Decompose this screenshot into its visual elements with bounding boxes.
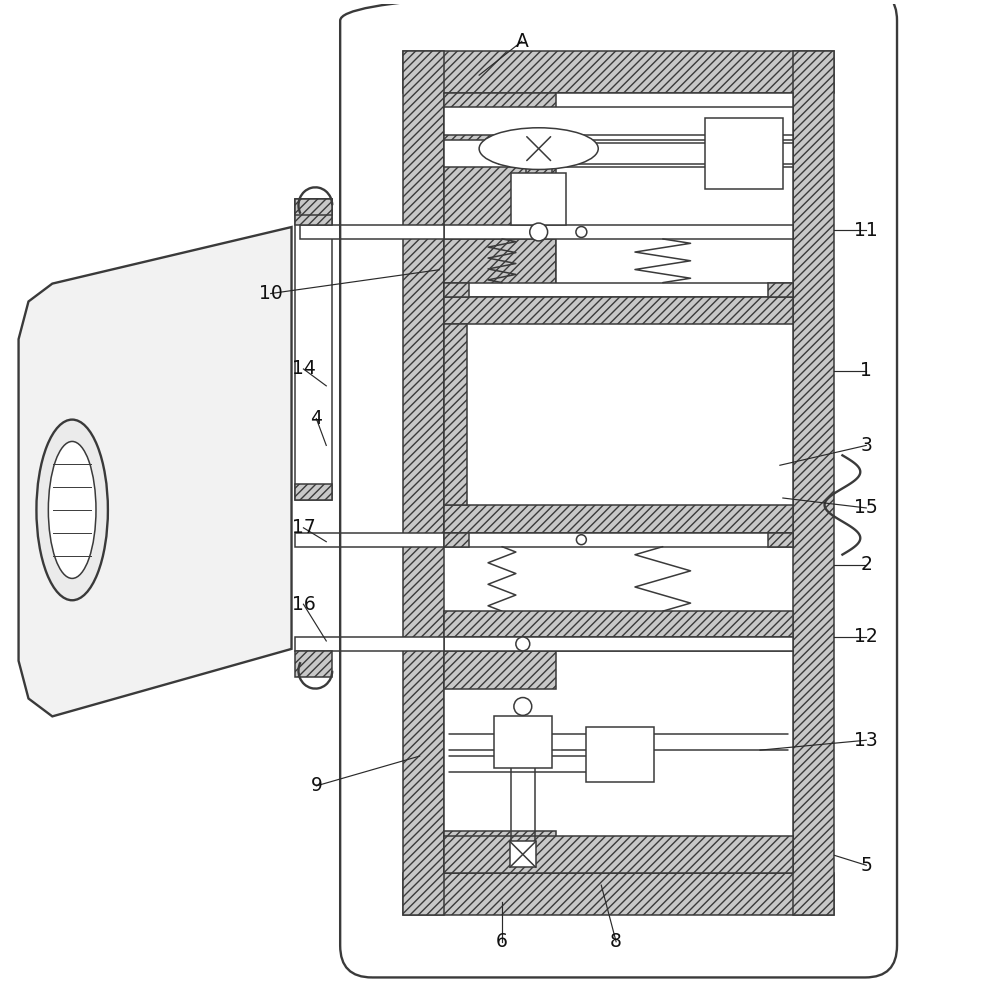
Bar bbox=[444, 505, 793, 533]
Bar bbox=[444, 107, 793, 135]
Bar bbox=[556, 93, 793, 297]
Bar bbox=[444, 324, 467, 505]
Bar bbox=[294, 484, 332, 500]
Polygon shape bbox=[19, 227, 291, 716]
Bar bbox=[444, 836, 793, 873]
Text: 12: 12 bbox=[855, 627, 878, 646]
Ellipse shape bbox=[479, 128, 598, 169]
Bar bbox=[706, 118, 783, 189]
Bar bbox=[444, 225, 793, 239]
Bar bbox=[300, 225, 444, 239]
Bar bbox=[294, 199, 332, 215]
Bar bbox=[444, 93, 567, 297]
Text: 3: 3 bbox=[861, 436, 872, 455]
Bar bbox=[444, 637, 793, 651]
Bar bbox=[444, 611, 793, 637]
Bar bbox=[586, 727, 654, 782]
Text: 13: 13 bbox=[855, 731, 878, 750]
Text: 17: 17 bbox=[291, 518, 315, 537]
Text: A: A bbox=[515, 32, 528, 51]
Text: 8: 8 bbox=[610, 932, 622, 951]
Text: 4: 4 bbox=[310, 409, 322, 428]
Bar bbox=[444, 283, 469, 297]
Text: 15: 15 bbox=[855, 498, 878, 517]
Text: 11: 11 bbox=[855, 221, 878, 240]
Text: 2: 2 bbox=[861, 555, 872, 574]
Bar bbox=[294, 637, 444, 651]
Bar bbox=[403, 873, 835, 915]
Bar bbox=[444, 297, 793, 533]
Circle shape bbox=[576, 227, 586, 237]
Bar bbox=[793, 51, 835, 915]
Bar bbox=[444, 831, 556, 873]
Text: 16: 16 bbox=[291, 595, 315, 614]
Text: 10: 10 bbox=[258, 284, 282, 303]
Bar bbox=[444, 297, 793, 324]
Text: 1: 1 bbox=[861, 361, 872, 380]
Bar bbox=[444, 140, 793, 167]
Bar bbox=[444, 651, 793, 873]
Bar bbox=[767, 533, 793, 547]
Bar bbox=[294, 533, 444, 547]
Ellipse shape bbox=[37, 420, 108, 600]
Bar bbox=[403, 51, 444, 915]
Bar bbox=[294, 199, 332, 225]
Bar bbox=[294, 651, 332, 677]
Bar bbox=[494, 716, 552, 768]
Bar bbox=[444, 651, 556, 689]
Bar bbox=[294, 199, 332, 500]
Text: 14: 14 bbox=[291, 359, 315, 378]
Text: 6: 6 bbox=[496, 932, 508, 951]
Bar bbox=[403, 51, 835, 93]
Circle shape bbox=[516, 637, 530, 651]
Circle shape bbox=[530, 223, 548, 241]
Ellipse shape bbox=[49, 441, 96, 578]
Text: 9: 9 bbox=[310, 776, 322, 795]
Bar bbox=[444, 533, 793, 547]
Bar bbox=[510, 841, 536, 867]
Bar bbox=[444, 239, 556, 297]
Bar bbox=[444, 533, 469, 547]
Bar bbox=[444, 283, 793, 297]
Bar bbox=[767, 283, 793, 297]
Text: 5: 5 bbox=[861, 856, 872, 875]
Circle shape bbox=[514, 698, 532, 715]
Bar bbox=[511, 173, 566, 225]
Circle shape bbox=[577, 535, 586, 545]
